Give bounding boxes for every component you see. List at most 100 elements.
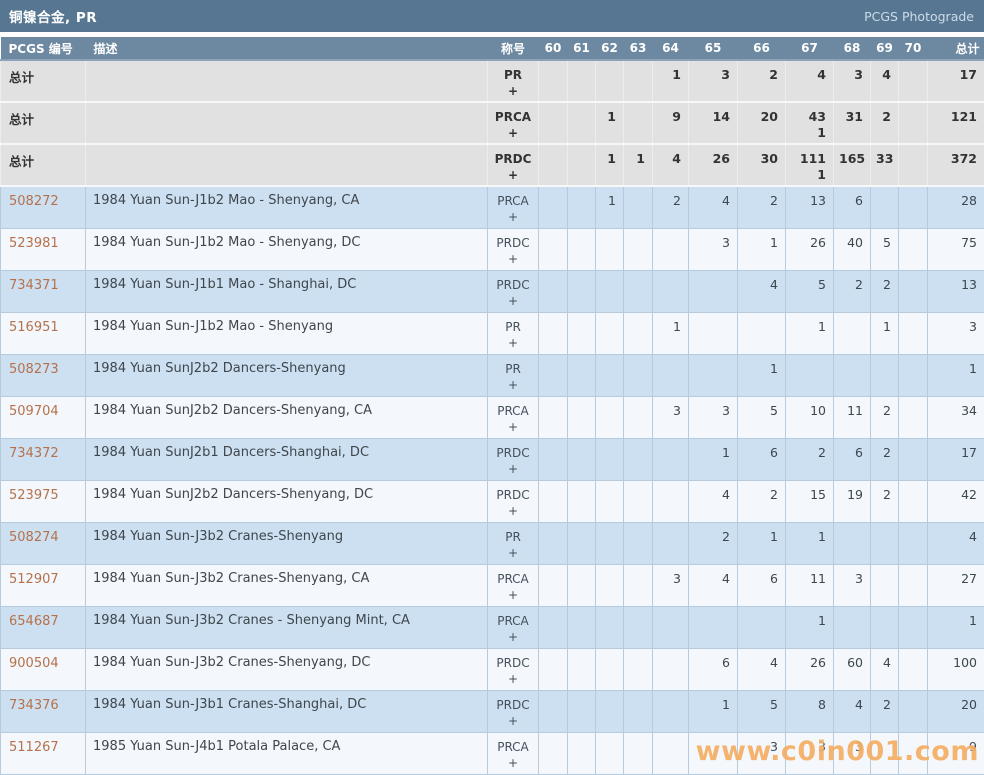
summary-label: 总计 (9, 112, 35, 127)
grade-count: 1 (607, 151, 616, 166)
coin-description: 1984 Yuan Sun-J1b1 Mao - Shanghai, DC (93, 276, 357, 292)
grade-count-cell (652, 689, 689, 733)
grade-count-cell (538, 437, 568, 481)
coin-description: 1984 Yuan Sun-J3b2 Cranes-Shenyang (93, 528, 344, 544)
pcgs-number-link[interactable]: 516951 (9, 319, 59, 335)
grade-count-cell: 2 (737, 185, 786, 229)
description-cell: 1984 Yuan Sun-J3b2 Cranes-Shenyang (85, 521, 488, 565)
pcgs-number-link[interactable]: 523975 (9, 487, 59, 503)
description-cell: 1984 Yuan Sun-J3b2 Cranes - Shenyang Min… (85, 605, 488, 649)
row-total-cell: 27 (927, 563, 984, 607)
pcgs-number-link[interactable]: 900504 (9, 655, 59, 671)
designation-plus: + (507, 126, 519, 140)
table-row: 512907 1984 Yuan Sun-J3b2 Cranes-Shenyang… (0, 563, 984, 607)
grade-count-cell (737, 311, 786, 355)
grade-count-cell (898, 521, 928, 565)
grade-count-cell: 14 (688, 101, 738, 145)
grade-count: 1 (673, 318, 681, 334)
pcgs-number-link[interactable]: 523981 (9, 235, 59, 251)
grade-count: 1 (770, 360, 778, 376)
pcgs-number-link[interactable]: 734376 (9, 697, 59, 713)
row-total-cell: 20 (927, 689, 984, 733)
pcgs-number-link[interactable]: 654687 (9, 613, 59, 629)
grade-count-cell: 6 (833, 185, 871, 229)
pcgs-number-link[interactable]: 508273 (9, 361, 59, 377)
grade-count-cell (870, 185, 899, 229)
grade-count-cell (538, 689, 568, 733)
grade-count: 26 (712, 151, 730, 166)
coin-description: 1984 Yuan Sun-J1b2 Mao - Shenyang (93, 318, 334, 334)
grade-count-cell (567, 479, 596, 523)
pcgs-number-link[interactable]: 511267 (9, 739, 59, 755)
grade-count: 11 (847, 402, 863, 418)
grade-count: 2 (770, 486, 778, 502)
grade-count-cell (898, 353, 928, 397)
designation-label: PRCA (497, 613, 529, 628)
grade-count-cell: 20 (737, 101, 786, 145)
grade-count-cell (567, 395, 596, 439)
pcgs-number-link[interactable]: 508272 (9, 194, 59, 209)
col-header-grade-69: 69 (870, 37, 899, 61)
grade-count: 2 (883, 444, 891, 460)
pcgs-number-link[interactable]: 509704 (9, 403, 59, 419)
pcgs-number-link[interactable]: 734372 (9, 445, 59, 461)
grade-count-cell: 3 (652, 395, 689, 439)
pcgs-number-cell: 508273 (0, 353, 86, 397)
grade-count: 13 (810, 193, 826, 208)
row-total-cell: 42 (927, 479, 984, 523)
row-total-cell: 372 (927, 143, 984, 187)
grade-count-cell: 2 (688, 521, 738, 565)
grade-count-cell (538, 101, 568, 145)
table-row: 734372 1984 Yuan SunJ2b1 Dancers-Shanghai… (0, 437, 984, 481)
grade-count-cell: 3 (833, 59, 871, 103)
grade-count: 33 (876, 151, 894, 166)
grade-count-cell: 5 (737, 689, 786, 733)
grade-count-cell: 6 (833, 437, 871, 481)
grade-count-cell: 11 (833, 395, 871, 439)
grade-plus-count: 1 (817, 167, 826, 182)
grade-count: 3 (722, 402, 730, 418)
grade-count: 31 (845, 109, 863, 124)
description-cell: 1984 Yuan Sun-J1b2 Mao - Shenyang, CA (85, 185, 488, 229)
summary-label: 总计 (9, 70, 35, 85)
row-total-cell: 3 (927, 311, 984, 355)
pcgs-number-link[interactable]: 512907 (9, 571, 59, 587)
col-header-pcgs-number: PCGS 编号 (0, 37, 86, 61)
grade-count-cell (898, 689, 928, 733)
grade-count-cell (567, 353, 596, 397)
grade-count-cell: 26 (688, 143, 738, 187)
summary-row: 总计 PR +1 3 2 4 3 4 17 (0, 59, 984, 103)
designation-plus: + (507, 587, 519, 602)
grade-count-cell: 40 (833, 227, 871, 271)
grade-count-cell: 8 (785, 689, 834, 733)
grade-count-cell: 2 (870, 269, 899, 313)
grade-count: 2 (883, 402, 891, 418)
grade-count-cell: 5 (737, 395, 786, 439)
grade-count-cell: 1 (595, 101, 624, 145)
grade-count-cell: 4 (688, 563, 738, 607)
grade-count-cell: 111 1 (785, 143, 834, 187)
grade-count: 26 (810, 654, 826, 670)
grade-count: 3 (855, 738, 863, 754)
grade-count-cell: 4 (688, 479, 738, 523)
designation-label: PRDC (496, 487, 530, 502)
pcgs-number-link[interactable]: 508274 (9, 529, 59, 545)
row-total-cell: 13 (927, 269, 984, 313)
pcgs-number-link[interactable]: 734371 (9, 277, 59, 293)
grade-count: 1 (770, 528, 778, 544)
designation-cell: PR + (487, 59, 539, 103)
grade-count-cell (538, 269, 568, 313)
grade-count: 4 (855, 696, 863, 712)
description-cell (85, 143, 488, 187)
photograde-link[interactable]: PCGS Photograde (864, 8, 974, 24)
designation-cell: PRDC + (487, 437, 539, 481)
grade-count-cell (652, 353, 689, 397)
grade-count-cell (652, 647, 689, 691)
grade-count-cell (623, 647, 653, 691)
summary-row: 总计 PRDC +1 1 4 26 30 111 1 165 33 372 (0, 143, 984, 187)
grade-count-cell (737, 605, 786, 649)
population-table: PCGS 编号 描述 称号 60 61 62 63 64 65 66 67 68 69 70 总计 总计 PR… (0, 37, 984, 775)
grade-count: 4 (770, 654, 778, 670)
grade-count-cell (567, 269, 596, 313)
grade-count-cell (623, 563, 653, 607)
